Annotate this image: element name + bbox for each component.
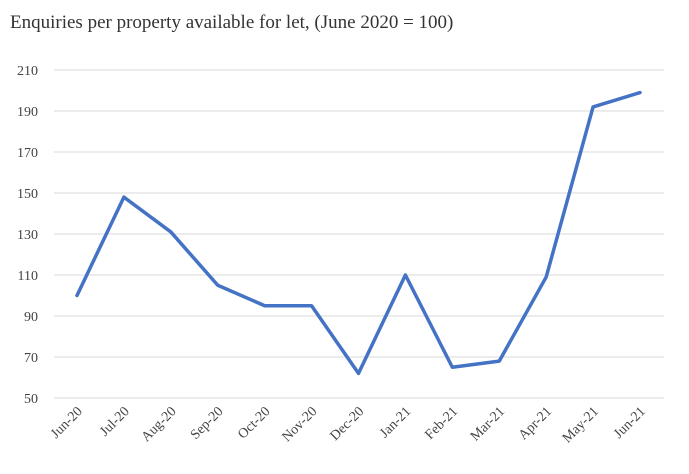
x-tick-label: Dec-20 bbox=[328, 404, 368, 444]
y-tick-label: 150 bbox=[17, 187, 38, 202]
y-tick-label: 110 bbox=[18, 269, 38, 284]
x-tick-label: Aug-20 bbox=[139, 404, 180, 445]
series-line bbox=[75, 90, 642, 376]
x-tick-label: Jun-21 bbox=[611, 404, 649, 442]
x-tick-label: Apr-21 bbox=[516, 404, 555, 443]
x-tick-label: May-21 bbox=[560, 404, 602, 446]
x-tick-label: Jun-20 bbox=[48, 404, 86, 442]
y-tick-label: 130 bbox=[17, 228, 38, 243]
y-tick-label: 90 bbox=[24, 310, 38, 325]
x-tick-label: Oct-20 bbox=[235, 404, 273, 442]
x-tick-label: Feb-21 bbox=[423, 404, 462, 443]
y-tick-label: 210 bbox=[17, 64, 38, 79]
x-tick-label: Mar-21 bbox=[468, 404, 508, 444]
chart-title: Enquiries per property available for let… bbox=[10, 12, 453, 33]
x-tick-label: Jan-21 bbox=[377, 404, 414, 441]
y-tick-label: 50 bbox=[24, 392, 38, 407]
x-tick-label: Sep-20 bbox=[188, 404, 227, 443]
y-tick-label: 70 bbox=[24, 351, 38, 366]
y-tick-label: 170 bbox=[17, 146, 38, 161]
x-tick-label: Jul-20 bbox=[97, 404, 132, 439]
y-tick-label: 190 bbox=[17, 105, 38, 120]
x-tick-label: Nov-20 bbox=[280, 404, 321, 445]
